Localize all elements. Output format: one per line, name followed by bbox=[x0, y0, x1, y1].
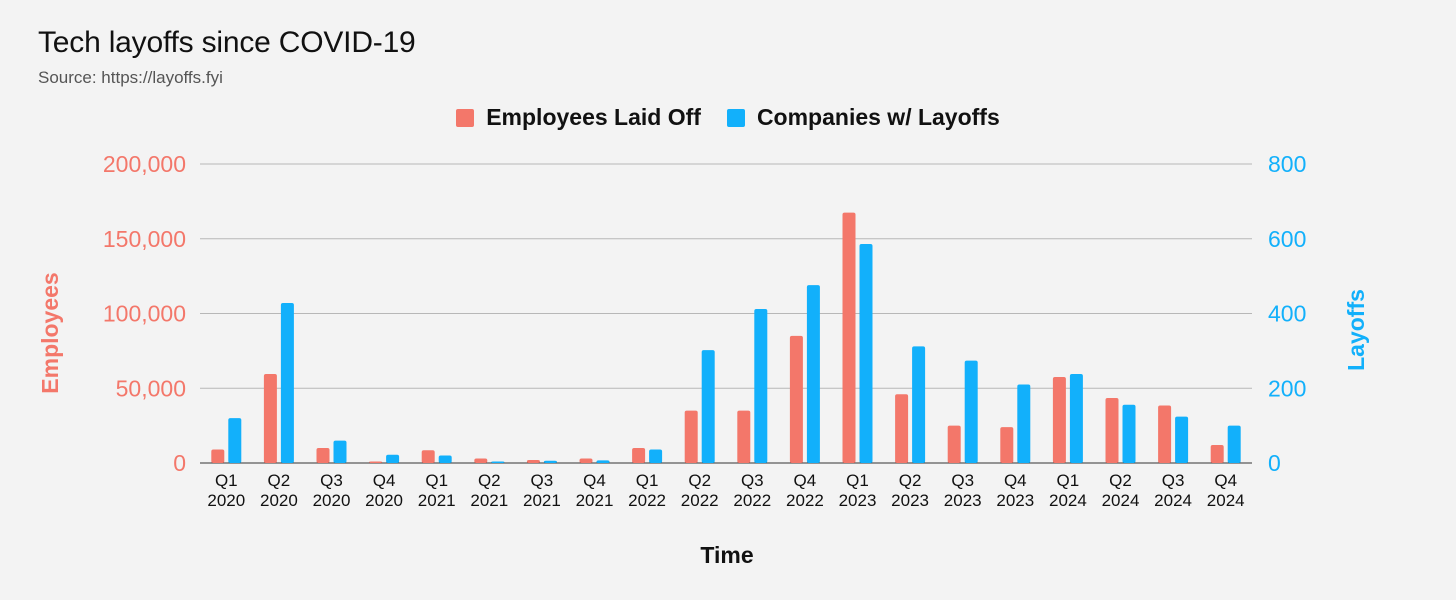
gridlines bbox=[200, 163, 1252, 464]
bar-companies bbox=[806, 285, 820, 463]
bar-employees bbox=[789, 335, 803, 463]
bar-companies bbox=[1227, 425, 1241, 463]
bar-employees bbox=[211, 449, 225, 463]
legend-item-employees[interactable]: Employees Laid Off bbox=[456, 104, 701, 131]
legend-item-companies[interactable]: Companies w/ Layoffs bbox=[726, 104, 1000, 131]
x-tick-label: Q4 2024 bbox=[1207, 471, 1245, 510]
bar-companies bbox=[1175, 416, 1189, 463]
bar-companies bbox=[649, 449, 663, 463]
x-tick-label: Q3 2020 bbox=[313, 471, 351, 510]
bar-companies bbox=[701, 350, 715, 463]
x-tick-label: Q1 2021 bbox=[418, 471, 456, 510]
y-axis-right: 0 200 400 600 800 bbox=[1268, 151, 1306, 476]
bar-employees bbox=[526, 460, 540, 463]
bar-employees bbox=[579, 458, 593, 463]
bar-companies bbox=[491, 461, 505, 463]
bar-companies bbox=[964, 360, 978, 463]
x-tick-label: Q2 2023 bbox=[891, 471, 929, 510]
bar-companies bbox=[859, 243, 873, 463]
x-tick-label: Q2 2024 bbox=[1102, 471, 1140, 510]
legend-swatch-companies bbox=[726, 108, 745, 127]
x-tick-label: Q1 2020 bbox=[207, 471, 245, 510]
x-tick-label: Q2 2021 bbox=[470, 471, 508, 510]
y-tick-label-right: 600 bbox=[1268, 226, 1306, 252]
bar-companies bbox=[543, 460, 557, 463]
x-tick-label: Q4 2020 bbox=[365, 471, 403, 510]
bar-companies bbox=[333, 440, 347, 463]
bar-employees bbox=[1105, 397, 1119, 463]
x-tick-label: Q2 2020 bbox=[260, 471, 298, 510]
bar-employees bbox=[947, 425, 961, 463]
bar-employees bbox=[421, 450, 435, 463]
x-axis-title: Time bbox=[700, 542, 753, 568]
bars bbox=[211, 212, 1241, 463]
legend-label-employees: Employees Laid Off bbox=[486, 104, 701, 130]
x-tick-label: Q1 2023 bbox=[839, 471, 877, 510]
bar-companies bbox=[438, 455, 452, 463]
x-tick-label: Q3 2021 bbox=[523, 471, 561, 510]
x-tick-label: Q1 2022 bbox=[628, 471, 666, 510]
y-tick-label-left: 0 bbox=[173, 450, 186, 476]
y-tick-label-right: 200 bbox=[1268, 375, 1306, 401]
bar-employees bbox=[1158, 405, 1172, 463]
y-axis-left: 0 50,000 100,000 150,000 200,000 bbox=[103, 151, 186, 476]
chart-subtitle: Source: https://layoffs.fyi bbox=[38, 68, 223, 87]
chart-title: Tech layoffs since COVID-19 bbox=[38, 26, 416, 59]
bar-employees bbox=[737, 410, 751, 463]
y-tick-label-right: 800 bbox=[1268, 151, 1306, 177]
bar-employees bbox=[369, 461, 383, 463]
x-tick-label: Q1 2024 bbox=[1049, 471, 1087, 510]
bar-companies bbox=[1122, 404, 1136, 463]
bar-companies bbox=[228, 418, 242, 463]
bar-employees bbox=[684, 410, 698, 463]
bar-employees bbox=[842, 212, 856, 463]
y-axis-title-left: Employees bbox=[37, 272, 63, 393]
bar-companies bbox=[596, 460, 610, 463]
bar-companies bbox=[1017, 384, 1031, 463]
x-tick-label: Q3 2022 bbox=[733, 471, 771, 510]
bar-employees bbox=[1210, 445, 1224, 463]
bar-employees bbox=[316, 448, 330, 463]
y-tick-label-left: 200,000 bbox=[103, 151, 186, 177]
x-tick-label: Q4 2021 bbox=[576, 471, 614, 510]
bar-companies bbox=[386, 454, 400, 463]
y-tick-label-right: 400 bbox=[1268, 301, 1306, 327]
y-axis-title-right: Layoffs bbox=[1343, 289, 1369, 371]
x-tick-label: Q3 2023 bbox=[944, 471, 982, 510]
x-tick-label: Q4 2022 bbox=[786, 471, 824, 510]
x-tick-label: Q4 2023 bbox=[996, 471, 1034, 510]
bar-employees bbox=[263, 374, 277, 463]
legend-swatch-employees bbox=[456, 108, 475, 127]
x-tick-label: Q2 2022 bbox=[681, 471, 719, 510]
y-tick-label-left: 50,000 bbox=[116, 375, 186, 401]
bar-employees bbox=[895, 394, 909, 463]
bar-employees bbox=[1000, 427, 1014, 463]
y-tick-label-left: 150,000 bbox=[103, 226, 186, 252]
y-tick-label-right: 0 bbox=[1268, 450, 1281, 476]
y-tick-label-left: 100,000 bbox=[103, 301, 186, 327]
bar-companies bbox=[912, 346, 926, 463]
bar-employees bbox=[632, 448, 646, 463]
bar-companies bbox=[280, 303, 294, 463]
x-axis: Q1 2020 Q2 2020 Q3 2020 Q4 2020 Q1 2021 Q2 2021 Q3 20… bbox=[207, 471, 1244, 510]
bar-companies bbox=[754, 309, 768, 463]
bar-employees bbox=[1052, 377, 1066, 463]
x-tick-label: Q3 2024 bbox=[1154, 471, 1192, 510]
legend-label-companies: Companies w/ Layoffs bbox=[756, 104, 1000, 130]
bar-companies bbox=[1069, 374, 1083, 463]
bar-employees bbox=[474, 458, 488, 463]
legend: Employees Laid Off Companies w/ Layoffs bbox=[0, 104, 1456, 131]
